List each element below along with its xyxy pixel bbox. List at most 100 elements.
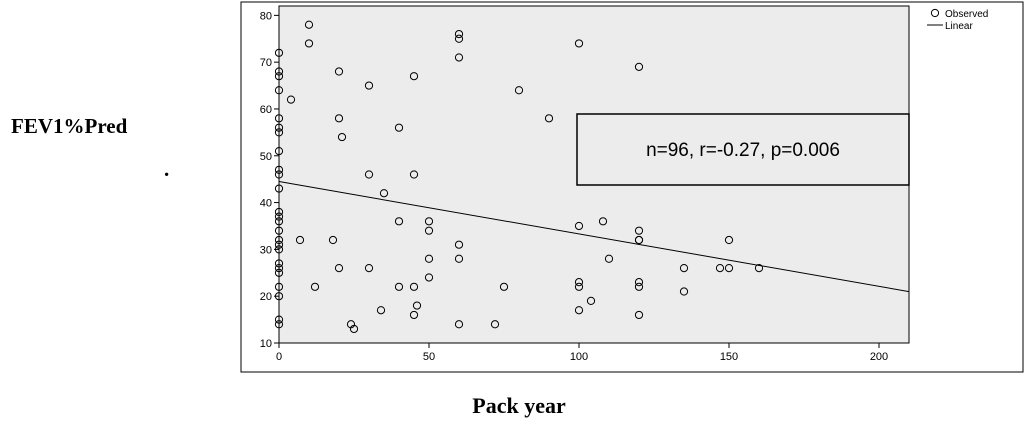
observed-point <box>409 310 419 320</box>
observed-point <box>634 226 644 235</box>
observed-point <box>424 254 434 263</box>
observed-point <box>454 53 464 62</box>
x-tick-label: 50 <box>423 351 435 363</box>
y-tick-label: 80 <box>260 10 272 22</box>
x-tick-label: 100 <box>570 351 588 363</box>
observed-point <box>634 235 644 245</box>
observed-point <box>286 95 296 104</box>
linear-fit-layer <box>278 181 910 293</box>
observed-point <box>274 67 284 76</box>
observed-point <box>274 264 284 273</box>
observed-point <box>586 296 596 305</box>
observed-point <box>409 72 419 81</box>
observed-point <box>454 34 464 43</box>
observed-point <box>274 292 284 301</box>
observed-point <box>274 245 284 254</box>
observed-point <box>349 324 359 334</box>
observed-point <box>514 86 524 95</box>
annotation-box <box>576 113 910 186</box>
observed-point <box>274 165 284 174</box>
y-tick-label: 10 <box>260 338 272 350</box>
y-tick-label: 50 <box>260 151 272 163</box>
y-tick-label: 30 <box>260 244 272 256</box>
y-tick-label: 20 <box>260 291 272 303</box>
observed-point <box>574 282 584 291</box>
observed-point <box>379 189 389 198</box>
observed-point <box>574 306 584 315</box>
y-axis-title: FEV1%Pred <box>11 114 128 138</box>
observed-point <box>274 235 284 245</box>
observed-point <box>679 287 689 296</box>
y-tick-label: 60 <box>260 104 272 116</box>
observed-point <box>337 132 347 142</box>
observed-point <box>499 282 509 291</box>
observed-point <box>454 320 464 329</box>
legend-linear-label: Linear <box>945 21 973 32</box>
observed-point <box>295 235 305 245</box>
observed-point <box>409 282 419 291</box>
observed-point <box>274 320 284 329</box>
observed-point <box>574 39 584 48</box>
observed-point <box>574 221 584 231</box>
observed-point <box>334 67 344 76</box>
observed-point <box>304 39 314 48</box>
observed-point <box>274 184 284 193</box>
observed-point <box>394 123 404 132</box>
observed-point <box>754 264 764 273</box>
observed-point <box>364 81 374 90</box>
observed-point <box>274 282 284 291</box>
observed-point <box>724 264 734 273</box>
observed-point <box>424 217 434 226</box>
observed-point <box>274 123 284 132</box>
observed-point <box>274 240 284 249</box>
x-axis-title: Pack year <box>472 393 566 418</box>
legend-observed-label: Observed <box>945 9 988 20</box>
observed-point <box>274 146 284 156</box>
observed-point <box>274 207 284 217</box>
y-axis-title-mark: . <box>164 157 169 181</box>
legend-observed-marker <box>930 8 940 18</box>
observed-point <box>310 282 320 291</box>
observed-point <box>574 278 584 287</box>
observed-points-layer <box>274 20 764 334</box>
observed-point <box>424 226 434 235</box>
observed-point <box>454 240 464 249</box>
observed-point <box>376 306 386 315</box>
observed-point <box>604 254 614 263</box>
observed-point <box>274 259 284 268</box>
observed-point <box>394 282 404 291</box>
observed-point <box>274 315 284 324</box>
y-tick-label: 40 <box>260 198 272 210</box>
observed-point <box>409 170 419 179</box>
observed-point <box>274 217 284 226</box>
x-tick-label: 200 <box>870 351 888 363</box>
observed-point <box>634 278 644 287</box>
observed-point <box>715 264 725 273</box>
observed-point <box>424 273 434 282</box>
observed-point <box>304 20 314 29</box>
x-tick-label: 0 <box>276 351 282 363</box>
observed-point <box>544 114 554 123</box>
observed-point <box>490 320 500 329</box>
x-tick-label: 150 <box>720 351 738 363</box>
observed-point <box>274 212 284 221</box>
observed-point <box>328 235 338 245</box>
observed-point <box>334 114 344 123</box>
observed-point <box>274 226 284 235</box>
observed-point <box>274 72 284 81</box>
observed-point <box>394 217 404 226</box>
observed-point <box>364 170 374 179</box>
observed-point <box>598 217 608 226</box>
observed-point <box>724 235 734 245</box>
y-axis: 10 20 30 40 50 60 70 80 <box>260 10 279 350</box>
legend: Observed Linear <box>927 8 988 32</box>
observed-point <box>634 282 644 291</box>
observed-point <box>412 301 422 310</box>
observed-point <box>634 62 644 71</box>
observed-point <box>274 86 284 95</box>
annotation-text: n=96, r=-0.27, p=0.006 <box>646 140 840 161</box>
linear-fit-line <box>278 181 910 293</box>
observed-point <box>679 264 689 273</box>
y-tick-label: 70 <box>260 57 272 69</box>
x-axis: 0 50 100 150 200 <box>276 343 888 363</box>
